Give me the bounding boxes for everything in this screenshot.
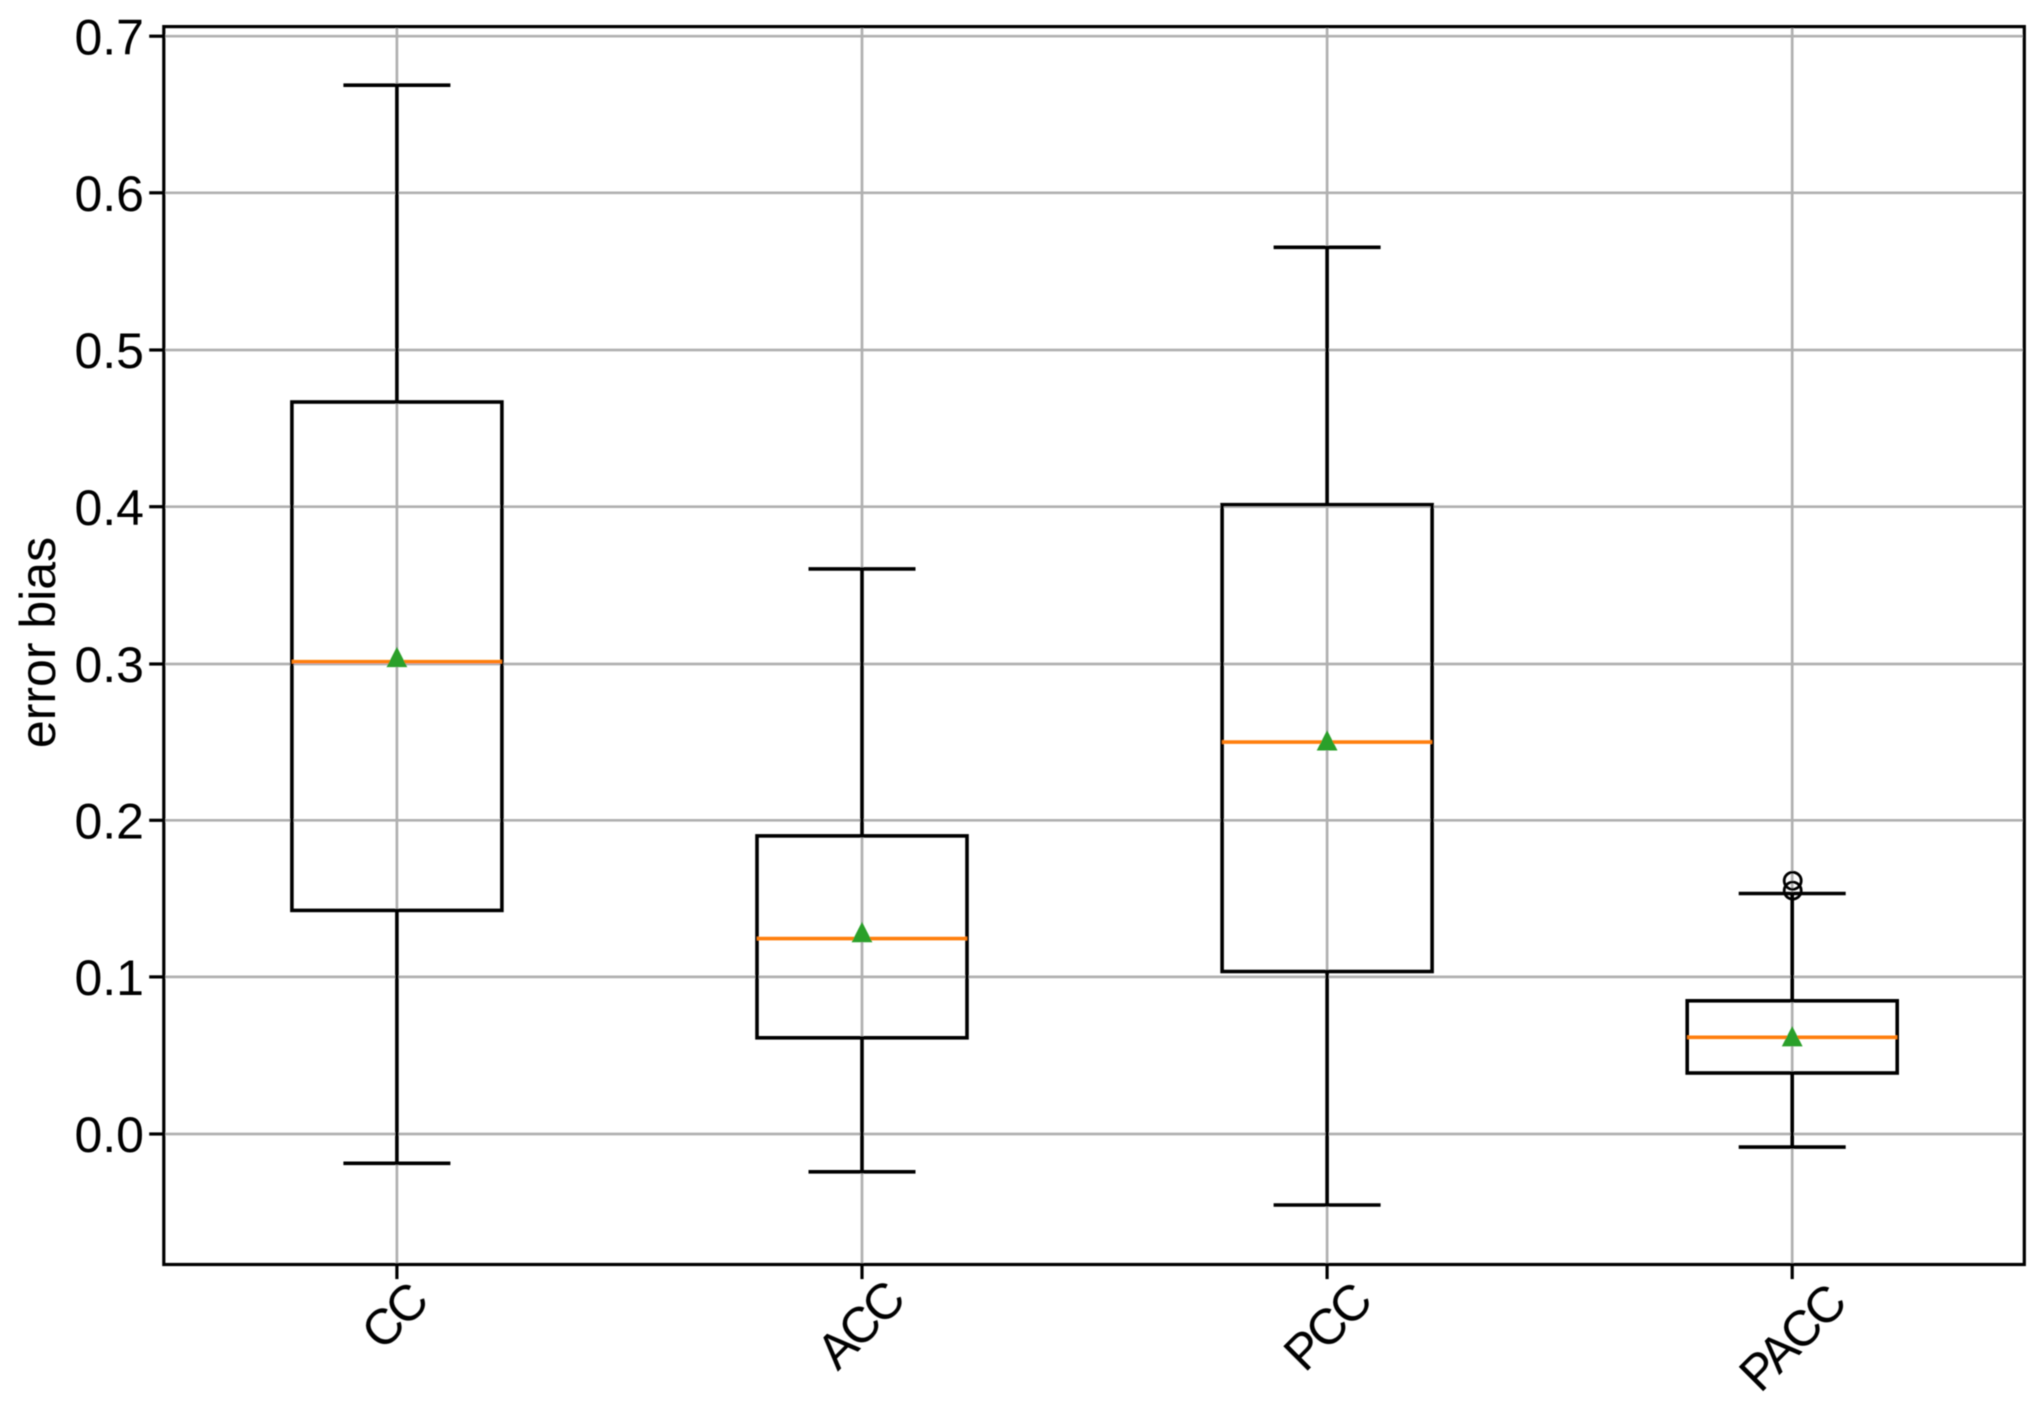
svg-text:0.0: 0.0 bbox=[74, 1107, 144, 1163]
svg-text:0.5: 0.5 bbox=[74, 323, 144, 379]
svg-text:0.1: 0.1 bbox=[74, 950, 144, 1006]
svg-text:0.2: 0.2 bbox=[74, 793, 144, 849]
svg-text:error bias: error bias bbox=[10, 537, 66, 748]
svg-text:0.4: 0.4 bbox=[74, 480, 144, 536]
svg-text:0.3: 0.3 bbox=[74, 637, 144, 693]
svg-text:0.6: 0.6 bbox=[74, 166, 144, 222]
svg-text:0.7: 0.7 bbox=[74, 9, 144, 65]
